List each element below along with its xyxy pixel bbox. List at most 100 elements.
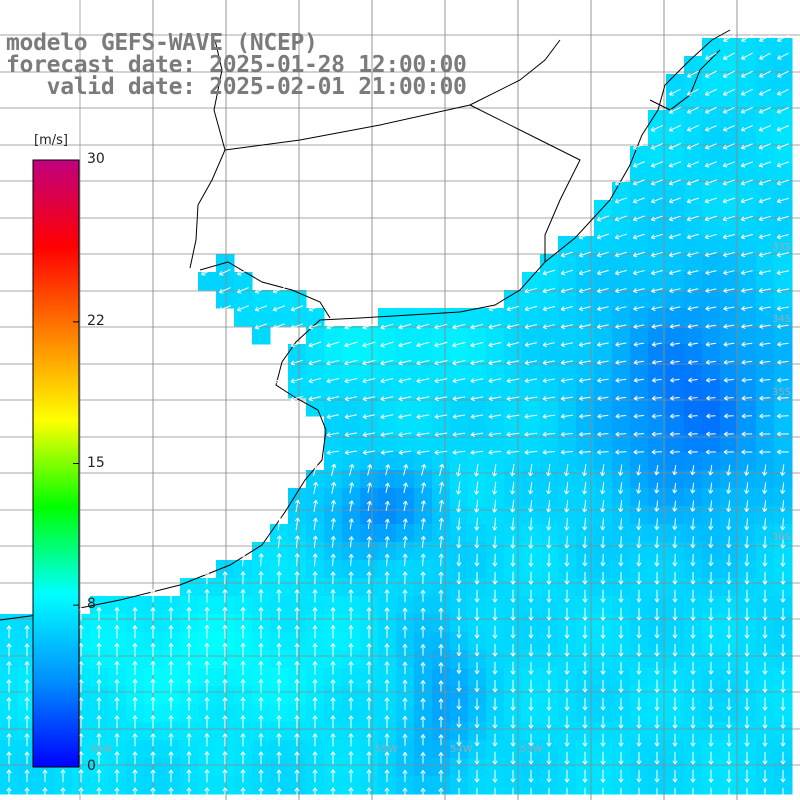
wind-arrow	[722, 233, 735, 240]
wind-speed-cell	[576, 758, 595, 777]
wind-speed-cell	[432, 434, 451, 453]
wind-arrow	[600, 464, 606, 477]
wind-speed-cell	[666, 308, 685, 327]
wind-arrow	[704, 52, 717, 60]
wind-arrow	[633, 323, 645, 329]
wind-speed-cell	[342, 758, 361, 777]
wind-arrow	[777, 323, 789, 329]
wind-speed-cell	[540, 686, 559, 705]
wind-arrow	[421, 463, 427, 476]
wind-arrow	[204, 642, 210, 657]
wind-speed-cell	[594, 650, 613, 669]
wind-speed-cell	[594, 506, 613, 525]
wind-speed-cell	[18, 758, 37, 777]
wind-arrow	[686, 179, 699, 186]
wind-arrow	[633, 395, 645, 401]
wind-speed-cell	[576, 578, 595, 597]
wind-arrow	[690, 536, 696, 549]
wind-arrow	[150, 733, 156, 747]
wind-arrow	[326, 341, 340, 348]
wind-speed-cell	[666, 182, 685, 201]
wind-arrow	[542, 377, 556, 384]
wind-speed-cell	[720, 668, 739, 687]
wind-arrow	[780, 517, 786, 531]
wind-speed-cell	[738, 704, 757, 723]
wind-speed-cell	[576, 434, 595, 453]
wind-arrow	[654, 482, 660, 494]
estuary-shore	[199, 261, 331, 319]
wind-arrow	[776, 270, 790, 276]
forecast-date: forecast date: 2025-01-28 12:00:00	[6, 52, 467, 78]
wind-arrow	[312, 625, 318, 639]
wind-speed-cell	[198, 686, 217, 705]
wind-speed-cell	[756, 668, 775, 687]
wind-arrow	[331, 481, 337, 494]
wind-speed-cell	[576, 452, 595, 471]
wind-arrow	[348, 751, 354, 765]
wind-arrow	[312, 679, 318, 693]
wind-arrow	[668, 197, 681, 204]
wind-arrow	[168, 625, 174, 639]
wind-speed-cell	[378, 524, 397, 543]
wind-arrow	[633, 377, 645, 383]
wind-arrow	[492, 517, 498, 531]
wind-speed-cell	[486, 596, 505, 615]
wind-speed-cell	[774, 488, 793, 507]
wind-arrow	[669, 323, 681, 329]
wind-arrow	[708, 482, 714, 494]
wind-arrow	[438, 752, 444, 764]
wind-speed-cell	[738, 542, 757, 561]
wind-arrow	[380, 341, 394, 348]
wind-speed-cell	[540, 704, 559, 723]
wind-speed-cell	[450, 632, 469, 651]
wind-arrow	[776, 215, 789, 222]
wind-speed-cell	[684, 596, 703, 615]
wind-speed-cell	[522, 704, 541, 723]
wind-speed-cell	[648, 740, 667, 759]
wind-speed-cell	[756, 776, 775, 795]
wind-speed-cell	[648, 596, 667, 615]
lon-label: 55W	[375, 744, 398, 755]
wind-arrow	[384, 625, 390, 639]
wind-speed-cell	[630, 164, 649, 183]
wind-arrow	[366, 536, 372, 548]
wind-arrow	[204, 589, 210, 603]
wind-arrow	[326, 396, 340, 402]
wind-speed-cell	[684, 398, 703, 417]
wind-speed-cell	[630, 560, 649, 579]
wind-arrow	[380, 414, 394, 420]
wind-speed-cell	[594, 740, 613, 759]
wind-arrow	[276, 607, 282, 621]
wind-arrow	[636, 553, 642, 567]
wind-arrow	[294, 697, 300, 711]
wind-arrow	[705, 252, 717, 258]
wind-arrow	[672, 553, 678, 567]
wind-arrow	[618, 500, 624, 513]
wind-arrow	[510, 661, 516, 675]
wind-arrow	[492, 589, 498, 603]
wind-speed-cell	[486, 380, 505, 399]
wind-speed-cell	[612, 776, 631, 795]
wind-arrow	[132, 661, 138, 675]
wind-arrow	[258, 643, 264, 657]
wind-arrow	[726, 751, 732, 765]
wind-arrow	[384, 769, 390, 783]
wind-arrow	[651, 323, 663, 329]
wind-arrow	[168, 589, 174, 603]
wind-speed-cell	[432, 776, 451, 795]
wind-arrow	[258, 607, 264, 621]
wind-arrow	[24, 625, 30, 639]
wind-arrow	[96, 769, 102, 783]
wind-speed-cell	[666, 578, 685, 597]
wind-arrow	[632, 251, 645, 258]
wind-speed-cell	[342, 650, 361, 669]
wind-arrow	[366, 715, 372, 729]
wind-speed-cell	[540, 452, 559, 471]
wind-arrow	[741, 288, 753, 294]
wind-speed-cell	[684, 650, 703, 669]
wind-speed-cell	[738, 164, 757, 183]
wind-arrow	[633, 449, 645, 455]
wind-speed-cell	[432, 326, 451, 345]
wind-arrow	[380, 378, 394, 384]
wind-speed-cell	[468, 380, 487, 399]
